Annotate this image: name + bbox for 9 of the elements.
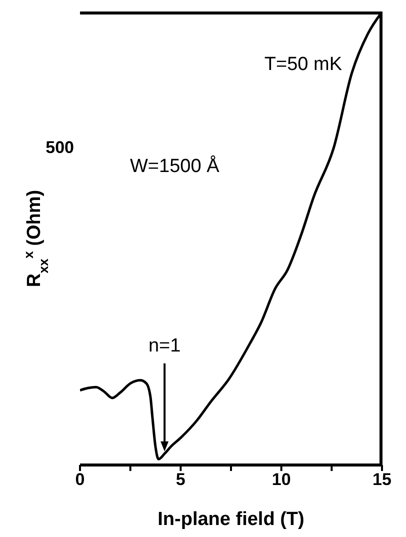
x-axis-title: In-plane field (T) <box>158 509 304 530</box>
x-tick-label: 5 <box>176 470 186 490</box>
x-tick-label: 15 <box>372 470 392 490</box>
annotation: W=1500 Å <box>130 155 220 177</box>
annotation: T=50 mK <box>264 54 342 75</box>
annotation: n=1 <box>148 335 181 356</box>
x-tick-label: 0 <box>75 470 85 490</box>
x-tick-label: 10 <box>272 470 291 490</box>
text: 500 <box>46 138 74 157</box>
